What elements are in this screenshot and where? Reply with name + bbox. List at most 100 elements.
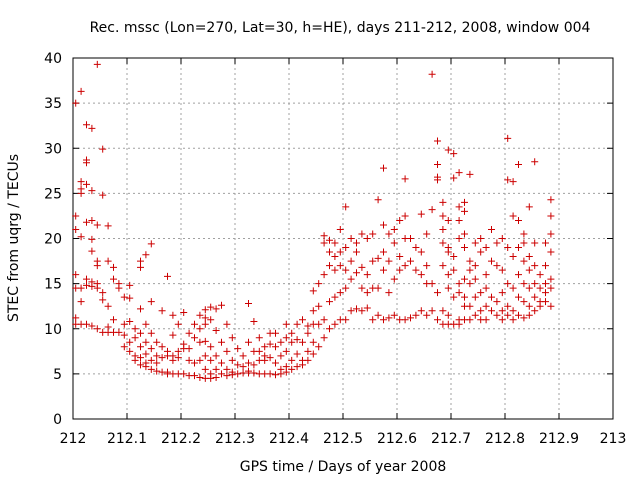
data-point	[126, 318, 134, 326]
data-point	[293, 336, 301, 344]
x-tick-label: 212.3	[215, 431, 255, 447]
data-point	[304, 322, 312, 330]
data-point	[234, 361, 242, 369]
x-tick-label: 212.4	[269, 431, 309, 447]
data-point	[444, 284, 452, 292]
y-tick-label: 20	[44, 232, 62, 248]
data-point	[196, 373, 204, 381]
data-point	[201, 306, 209, 314]
y-tick-label: 35	[44, 96, 62, 112]
data-point	[401, 212, 409, 220]
data-point	[342, 244, 350, 252]
data-point	[120, 293, 128, 301]
data-point	[536, 302, 544, 310]
data-point	[531, 158, 539, 166]
data-point	[77, 233, 85, 241]
data-point	[272, 329, 279, 337]
data-point	[174, 354, 182, 362]
data-point	[207, 356, 215, 364]
y-tick-label: 25	[44, 186, 62, 202]
data-point	[142, 363, 150, 371]
data-point	[153, 367, 161, 375]
data-point	[126, 347, 134, 355]
data-point	[126, 281, 134, 289]
data-point	[250, 361, 258, 369]
data-point	[542, 298, 549, 306]
data-point	[520, 230, 528, 238]
data-point	[288, 329, 296, 337]
data-point	[245, 299, 252, 307]
x-tick-label: 212	[60, 431, 87, 447]
data-point	[417, 307, 425, 315]
data-point	[304, 347, 312, 355]
data-point	[115, 328, 123, 336]
data-point	[525, 302, 533, 310]
data-point	[228, 356, 236, 364]
data-point	[77, 298, 85, 306]
data-point	[547, 212, 555, 220]
data-point	[423, 311, 431, 319]
data-point	[293, 350, 301, 358]
data-point	[477, 307, 485, 315]
data-point	[196, 325, 204, 333]
data-point	[363, 271, 371, 279]
data-point	[455, 169, 463, 177]
y-tick-label: 0	[53, 412, 62, 428]
data-point	[99, 296, 107, 304]
data-point	[482, 284, 490, 292]
data-point	[455, 203, 463, 211]
data-point	[385, 257, 393, 265]
data-point	[353, 269, 360, 277]
data-point	[104, 257, 112, 265]
data-point	[525, 284, 533, 292]
data-point	[245, 338, 252, 346]
data-point	[147, 356, 155, 364]
data-point	[83, 218, 90, 226]
data-point	[471, 239, 479, 247]
data-point	[461, 230, 468, 238]
data-point	[347, 307, 355, 315]
data-point	[515, 311, 522, 319]
data-point	[412, 266, 420, 274]
data-point	[385, 289, 393, 297]
data-point	[185, 329, 193, 337]
data-point	[315, 320, 323, 328]
data-point	[180, 309, 188, 317]
data-point	[520, 298, 528, 306]
x-tick-label: 212.5	[323, 431, 363, 447]
data-point	[439, 262, 447, 270]
data-point	[218, 370, 225, 378]
data-point	[77, 178, 85, 186]
data-point	[201, 320, 209, 328]
data-point	[336, 289, 344, 297]
data-point	[212, 373, 220, 381]
data-point	[498, 307, 506, 315]
data-point	[509, 178, 517, 186]
data-point	[266, 340, 274, 348]
data-point	[369, 257, 377, 265]
data-point	[509, 307, 517, 315]
data-point	[93, 284, 101, 292]
data-point	[439, 307, 447, 315]
data-point	[93, 221, 101, 229]
data-point	[466, 266, 474, 274]
y-tick-label: 10	[44, 322, 62, 338]
data-point	[547, 248, 555, 256]
data-point	[396, 253, 404, 261]
data-point	[120, 331, 128, 339]
data-point	[99, 145, 107, 153]
data-point	[471, 262, 479, 270]
data-point	[390, 311, 398, 319]
data-point	[466, 170, 474, 178]
data-point	[493, 311, 501, 319]
data-point	[488, 307, 495, 315]
data-point	[207, 303, 215, 311]
data-point	[434, 289, 441, 297]
data-point	[434, 137, 441, 145]
data-point	[353, 239, 360, 247]
data-point	[282, 347, 290, 355]
data-point	[444, 146, 452, 154]
x-tick-label: 212.7	[431, 431, 471, 447]
data-point	[88, 216, 96, 224]
